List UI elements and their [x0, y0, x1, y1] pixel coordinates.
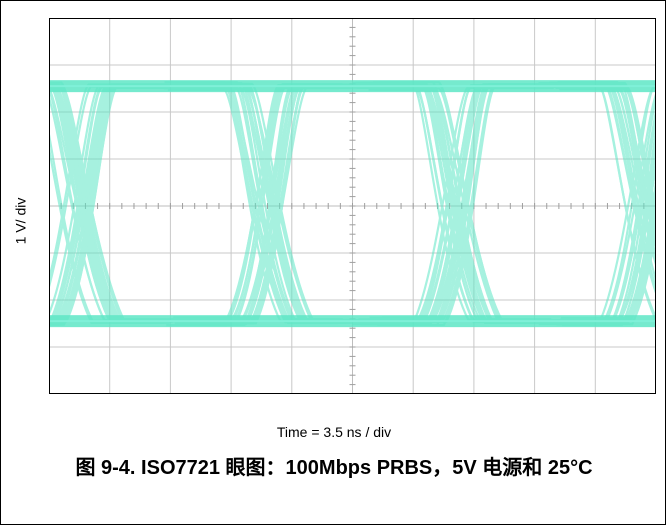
eye-diagram-svg — [49, 18, 656, 394]
falling-edge-trace — [166, 86, 340, 324]
falling-edge-trace — [559, 86, 656, 251]
rising-edge-trace — [49, 85, 167, 324]
rising-edge-trace — [360, 86, 531, 326]
rising-edge-trace — [544, 84, 656, 322]
falling-edge-trace — [567, 85, 656, 217]
rising-edge-trace — [386, 85, 555, 323]
x-axis-label: Time = 3.5 ns / div — [276, 424, 392, 440]
y-axis-label-text: 1 V/ div — [12, 197, 29, 245]
falling-edge-trace — [49, 142, 142, 324]
figure-caption: 图 9-4. ISO7721 眼图：100Mbps PRBS，5V 电源和 25… — [75, 457, 593, 479]
rising-edge-trace — [551, 95, 656, 325]
falling-edge-trace — [49, 128, 143, 322]
rising-edge-trace — [573, 224, 656, 322]
rising-edge-trace — [570, 209, 656, 320]
rising-edge-trace — [545, 91, 656, 325]
rising-edge-trace — [176, 85, 343, 324]
eye-diagram-plot — [49, 18, 656, 394]
rising-edge-trace — [566, 184, 656, 326]
rising-edge-trace — [185, 86, 357, 326]
falling-edge-trace — [163, 87, 336, 324]
y-axis-label: 1 V/ div — [5, 198, 35, 245]
falling-edge-trace — [373, 87, 543, 324]
plot-border-top — [49, 18, 656, 394]
rising-edge-trace — [49, 85, 151, 291]
rising-edge-trace — [370, 86, 538, 326]
falling-edge-trace — [49, 94, 155, 323]
rising-edge-trace — [193, 84, 364, 322]
falling-edge-trace — [539, 85, 656, 323]
falling-edge-trace — [49, 88, 164, 324]
falling-edge-trace — [379, 87, 551, 324]
rising-edge-trace — [560, 159, 656, 321]
